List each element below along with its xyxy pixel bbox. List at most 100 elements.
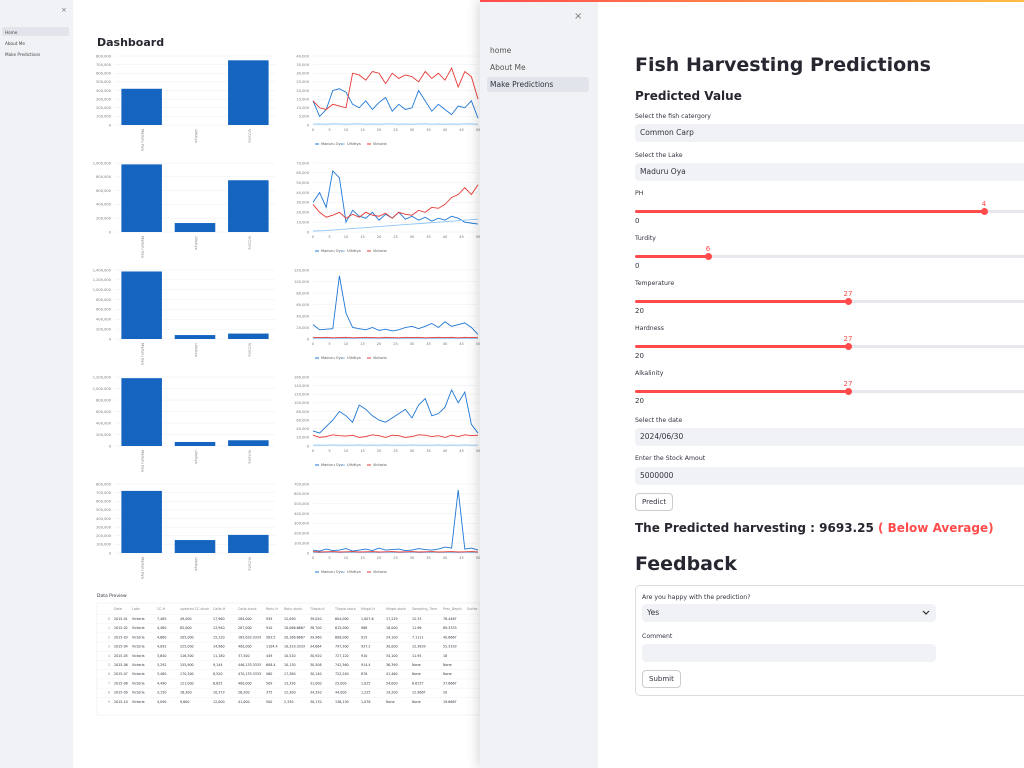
- table-cell: 7: [108, 681, 110, 685]
- nav-link[interactable]: Make Predictions: [487, 77, 589, 92]
- table-cell: 910: [266, 626, 272, 630]
- slider-value: 6: [705, 245, 711, 253]
- select-box[interactable]: Yes: [642, 604, 936, 622]
- slider-handle[interactable]: [704, 253, 712, 260]
- x-tick-label: Victoria: [247, 129, 251, 143]
- table-cell: 2015-08: [114, 681, 128, 685]
- select-box[interactable]: Maduru Oya: [635, 163, 1024, 181]
- x-tick-label: 10: [344, 128, 349, 132]
- y-tick-label: 1,000,000: [93, 288, 112, 292]
- y-tick-label: 800,000: [96, 175, 112, 179]
- table-cell: 30,508: [310, 663, 322, 667]
- y-tick-label: 200,000: [96, 433, 112, 437]
- slider-fill: [635, 300, 848, 303]
- x-tick-label: 0: [312, 128, 315, 132]
- x-tick-label: Victoria: [247, 236, 251, 250]
- nav-link[interactable]: Make Predictions: [5, 52, 40, 57]
- x-tick-label: 35: [426, 556, 431, 560]
- select-box[interactable]: Common Carp: [635, 124, 1024, 142]
- table-cell: 54,000: [386, 681, 398, 685]
- table-cell: 742,560: [335, 663, 349, 667]
- slider-track[interactable]: [635, 388, 1024, 395]
- table-cell: 44,000: [335, 691, 347, 695]
- table-header: Lake: [132, 607, 140, 611]
- slider-handle[interactable]: [844, 388, 852, 395]
- table-cell: 36,390: [386, 663, 398, 667]
- legend-label: Maduru Oya: [321, 463, 343, 467]
- table-cell: 17,380: [284, 672, 296, 676]
- y-tick-label: 60,000: [296, 303, 309, 307]
- slider-value: 27: [843, 335, 853, 343]
- nav-link[interactable]: About Me: [5, 41, 25, 46]
- x-tick-label: 40: [443, 342, 448, 346]
- legend-label: Maduru Oya: [321, 356, 343, 360]
- table-cell: 9,600: [180, 700, 189, 704]
- slider-min: 20: [635, 352, 644, 360]
- bar: [121, 490, 162, 553]
- y-tick-label: 400,000: [294, 512, 310, 516]
- x-tick-label: Ulhitiya: [194, 129, 198, 143]
- slider-handle[interactable]: [980, 208, 988, 215]
- y-tick-label: 300,000: [294, 522, 310, 526]
- table-cell: 446,133.3333: [238, 663, 261, 667]
- nav-link[interactable]: home: [490, 46, 512, 55]
- y-tick-label: 1,000,000: [93, 161, 112, 165]
- legend-label: Maduru Oya: [321, 249, 343, 253]
- close-button[interactable]: ×: [61, 6, 67, 14]
- date-input[interactable]: 2024/06/30: [635, 428, 1024, 446]
- x-tick-label: 10: [344, 556, 349, 560]
- slider-min: 20: [635, 397, 644, 405]
- slider-track[interactable]: [635, 343, 1024, 350]
- submit-button[interactable]: Submit: [642, 670, 681, 688]
- slider-track[interactable]: [635, 298, 1024, 305]
- comment-input[interactable]: [642, 644, 936, 662]
- y-tick-label: 0: [307, 444, 310, 448]
- slider-track[interactable]: [635, 253, 1024, 260]
- table-cell: Victoria: [132, 681, 145, 685]
- y-tick-label: 40,000: [296, 427, 309, 431]
- number-input[interactable]: 5000000: [635, 467, 1024, 485]
- x-tick-label: Ulhitiya: [194, 450, 198, 464]
- table-cell: 26,200: [238, 691, 250, 695]
- field-label: Are you happy with the prediction?: [642, 594, 751, 601]
- table-cell: 15,120: [213, 635, 225, 639]
- left-sidebar: [0, 0, 73, 768]
- table-cell: 12.33: [412, 617, 421, 621]
- nav-link[interactable]: Home: [5, 30, 18, 35]
- table-header: Mrigal-stock: [386, 607, 406, 611]
- y-tick-label: 200,000: [96, 534, 112, 538]
- y-tick-label: 1,200,000: [93, 278, 112, 282]
- nav-link[interactable]: About Me: [490, 63, 526, 72]
- y-tick-label: 400,000: [96, 517, 112, 521]
- table-cell: 2: [108, 635, 110, 639]
- y-tick-label: 40,000: [296, 191, 309, 195]
- y-tick-label: 35,000: [296, 63, 309, 67]
- table-cell: 4: [108, 654, 110, 658]
- table-cell: 18: [443, 654, 447, 658]
- table-cell: None: [412, 663, 421, 667]
- table-cell: 1: [108, 626, 110, 630]
- table-cell: 939: [266, 617, 272, 621]
- predict-button[interactable]: Predict: [635, 493, 674, 511]
- table-cell: None: [443, 672, 452, 676]
- x-tick-label: 35: [426, 235, 431, 239]
- result: The Predicted harvesting : 9693.25 ( Bel…: [635, 521, 994, 535]
- slider-handle[interactable]: [844, 343, 852, 350]
- legend-label: Ulhitiya: [347, 463, 361, 467]
- x-tick-label: 30: [410, 235, 415, 239]
- x-tick-label: 15: [360, 342, 365, 346]
- y-tick-label: 120,000: [294, 393, 310, 397]
- close-button[interactable]: ×: [574, 11, 583, 22]
- y-tick-label: 15,000: [296, 97, 309, 101]
- slider-track[interactable]: [635, 208, 1024, 215]
- slider-handle[interactable]: [844, 298, 852, 305]
- y-tick-label: 800,000: [96, 54, 112, 58]
- x-tick-label: 40: [443, 449, 448, 453]
- table-cell: 30,920: [310, 654, 322, 658]
- y-tick-label: 300,000: [96, 525, 112, 529]
- bar: [228, 333, 269, 339]
- legend-label: Maduru Oya: [321, 142, 343, 146]
- table-header: Catla-stock: [238, 607, 257, 611]
- dashboard: × Home About Me Make Predictions Dashboard 0 1…: [2, 6, 480, 716]
- table-cell: 20: [443, 691, 447, 695]
